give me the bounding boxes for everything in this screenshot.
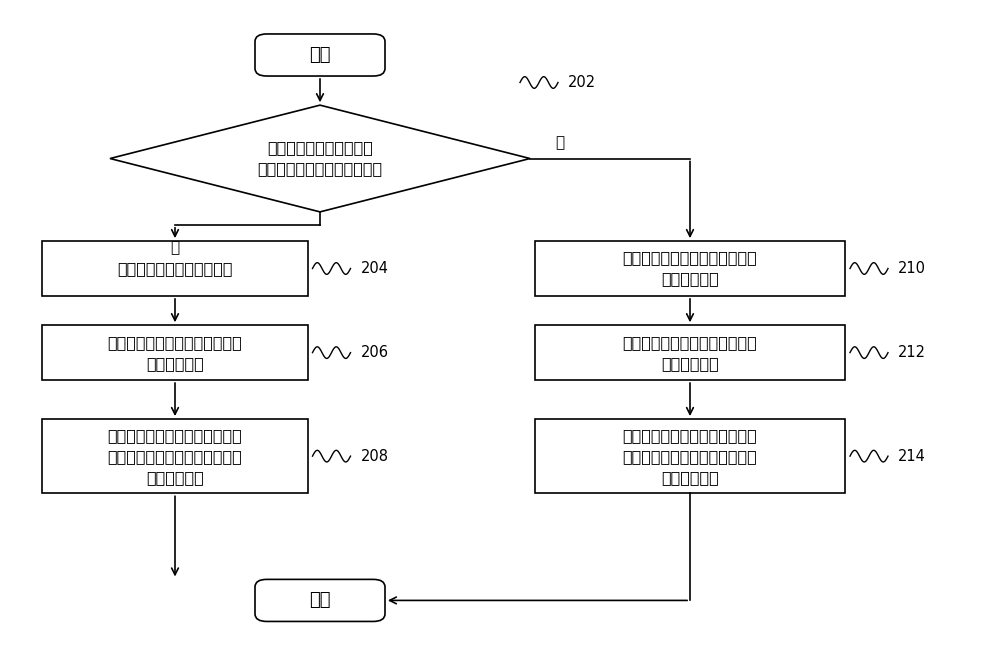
FancyBboxPatch shape	[255, 34, 385, 76]
Text: 212: 212	[898, 345, 926, 360]
Text: 是: 是	[170, 240, 180, 255]
Text: 开始: 开始	[309, 46, 331, 64]
Bar	[42, 241, 308, 296]
Text: 否: 否	[555, 135, 565, 150]
Text: 控制压缩机正常运行第一预定时
长后再次停机: 控制压缩机正常运行第一预定时 长后再次停机	[623, 334, 757, 371]
Text: 214: 214	[898, 448, 926, 464]
Bar	[535, 241, 845, 296]
Text: 控制冰箱进入自然化霜模式运行
第一停机时长后，使加热器工作
直至化霜结束: 控制冰箱进入自然化霜模式运行 第一停机时长后，使加热器工作 直至化霜结束	[108, 428, 242, 485]
FancyBboxPatch shape	[255, 580, 385, 621]
Text: 210: 210	[898, 261, 926, 276]
Bar	[42, 325, 308, 380]
Bar	[535, 325, 845, 380]
Text: 控制冰箱进入自然化霜模式运行
第二停机时长后，使加热器工作
直至化霜结束: 控制冰箱进入自然化霜模式运行 第二停机时长后，使加热器工作 直至化霜结束	[623, 428, 757, 485]
Text: 控制压缩机正常运行第一预定时
长后再次停机: 控制压缩机正常运行第一预定时 长后再次停机	[108, 334, 242, 371]
Text: 结束: 结束	[309, 591, 331, 609]
Text: 208: 208	[360, 448, 388, 464]
Polygon shape	[110, 105, 530, 212]
Text: 当冰箱满足化霜条件时，
判断压缩机是否处于停机状态: 当冰箱满足化霜条件时， 判断压缩机是否处于停机状态	[257, 140, 383, 177]
Text: 等待压缩机停机后记录压缩机的
第二停机时长: 等待压缩机停机后记录压缩机的 第二停机时长	[623, 250, 757, 287]
Text: 202: 202	[568, 75, 596, 90]
Text: 206: 206	[360, 345, 388, 360]
Bar	[42, 419, 308, 493]
Text: 204: 204	[360, 261, 388, 276]
Text: 记录压缩机的第一停机时长: 记录压缩机的第一停机时长	[117, 261, 233, 276]
Bar	[535, 419, 845, 493]
